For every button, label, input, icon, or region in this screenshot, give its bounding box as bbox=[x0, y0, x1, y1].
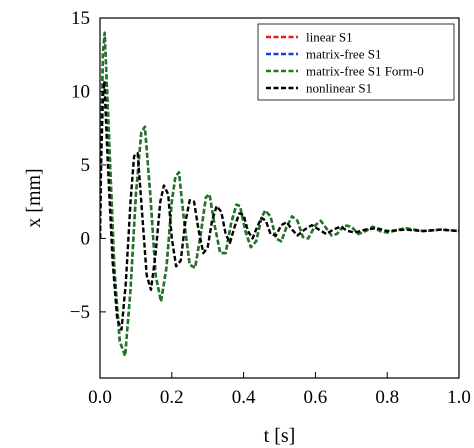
y-tick-label: 5 bbox=[81, 155, 91, 176]
y-tick-label: 0 bbox=[81, 228, 91, 249]
plot-frame bbox=[99, 17, 460, 379]
series-layer bbox=[100, 31, 459, 358]
series-line-3 bbox=[100, 31, 459, 358]
x-tick-label: 0.2 bbox=[160, 387, 184, 408]
x-tick-label: 0.4 bbox=[232, 387, 256, 408]
y-axis-label: x [mm] bbox=[23, 168, 45, 227]
x-tick-label: 0.0 bbox=[88, 387, 112, 408]
legend-label: matrix-free S1 Form-0 bbox=[306, 64, 424, 79]
y-tick-label: −5 bbox=[70, 302, 90, 323]
x-tick-label: 0.6 bbox=[304, 387, 328, 408]
x-axis-label: t [s] bbox=[264, 425, 296, 447]
y-tick-label: 15 bbox=[71, 8, 90, 29]
legend-label: linear S1 bbox=[306, 30, 353, 45]
y-tick-label: 10 bbox=[71, 81, 90, 102]
legend: linear S1 matrix-free S1 matrix-free S1 Fo… bbox=[257, 23, 455, 101]
series-line-4 bbox=[100, 79, 459, 331]
legend-label: nonlinear S1 bbox=[306, 81, 372, 96]
ticks-layer: 0.0 0.2 0.4 0.6 0.8 1.0 −5 0 5 10 15 bbox=[70, 8, 471, 408]
x-tick-label: 0.8 bbox=[375, 387, 399, 408]
legend-label: matrix-free S1 bbox=[306, 47, 381, 62]
x-tick-label: 1.0 bbox=[447, 387, 471, 408]
